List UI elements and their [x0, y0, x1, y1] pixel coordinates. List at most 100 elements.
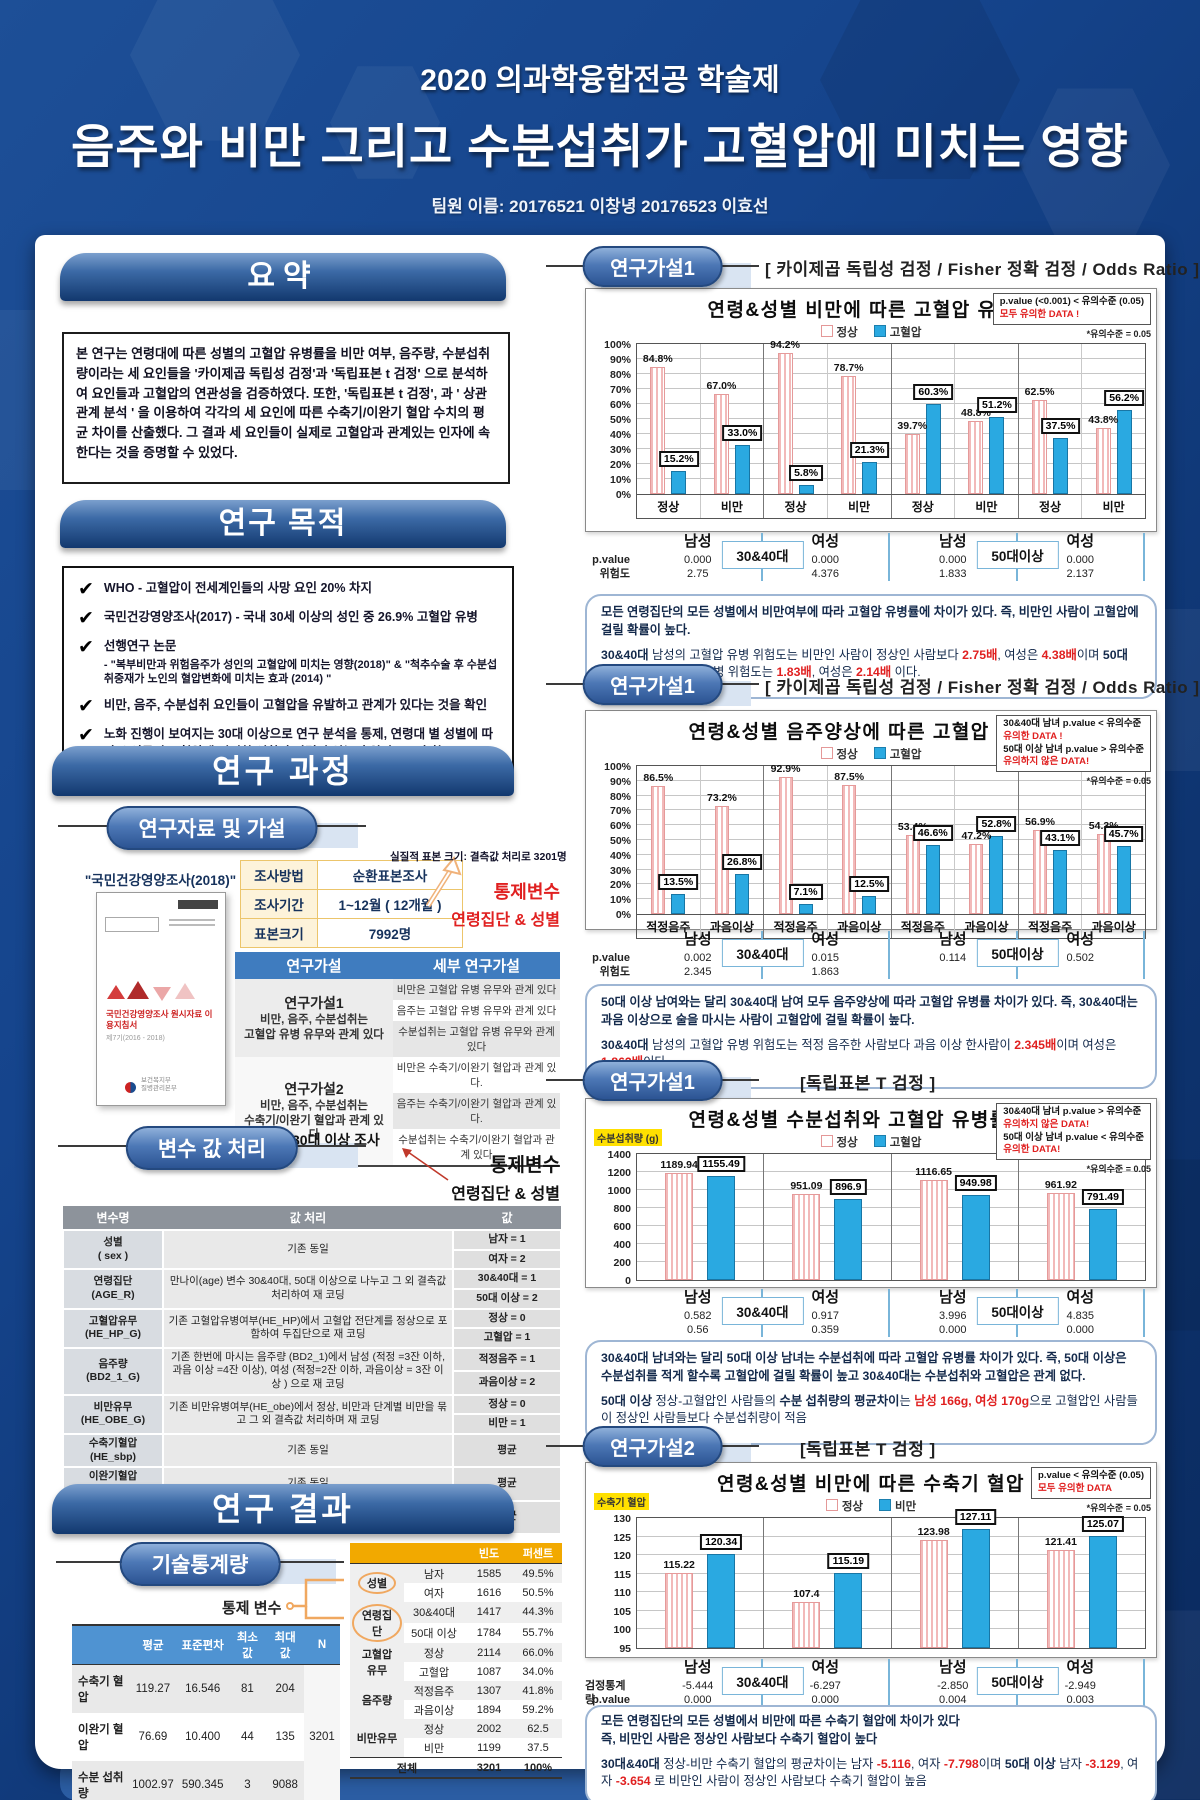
- control-variable-connector: [286, 1578, 344, 1620]
- freq-sub-label: 비만: [423, 1742, 445, 1755]
- bar-condition: [834, 1199, 863, 1280]
- chart-stats-block: p.value 위험도 남성 0.002 2.345 여성 0.015 1.863 남성 0.11…: [585, 931, 1155, 979]
- bar-normal: [792, 1194, 821, 1280]
- freq-group-label: 음주량: [350, 1681, 404, 1719]
- freq-row: 비만유무 정상 2002 62.5: [350, 1719, 562, 1758]
- bar-label-condition: 26.8%: [722, 854, 762, 871]
- category-group: 정상 비만: [1017, 495, 1145, 518]
- freq-sub-label: 30&40대: [404, 1602, 464, 1623]
- freq-value: 59.2%: [522, 1703, 554, 1716]
- bar-condition: [925, 403, 941, 494]
- freq-total-count: 3201: [464, 1757, 514, 1778]
- hypo-row: 수분섭취는 고혈압 유병 유무와 관계 있다: [235, 1021, 560, 1057]
- hypo-row: 연구가설2 비만, 음주, 수분섭취는 수축기/이완기 혈압과 관계 있다 비만은 …: [235, 1057, 560, 1166]
- freq-sub-label: 정상: [404, 1643, 464, 1662]
- stat-value: 2.137: [1066, 568, 1095, 580]
- cover-meta-box: [105, 917, 159, 932]
- freq-group-circled: 연령집단: [352, 1603, 402, 1642]
- stat-group: 남성 -5.444 0.000: [635, 1659, 761, 1707]
- chart-note-line: 50대 이상 남녀 p.value < 유의수준: [1003, 1131, 1144, 1143]
- var-name: 성별 ( sex ): [62, 1228, 164, 1271]
- purpose-item: ✔ 비만, 음주, 수분섭취 요인들이 고혈압을 유발하고 관계가 있다는 것을 …: [78, 697, 498, 716]
- bar-label-condition: 125.07: [1081, 1516, 1124, 1533]
- conclusion-text: 2.75배: [962, 647, 998, 662]
- purpose-item: ✔ WHO - 고혈압이 전세계인들의 사망 요인 20% 차지: [78, 580, 498, 599]
- bar-label-normal: 43.8%: [1088, 414, 1119, 427]
- plot-group: 86.5% 13.5% 73.2% 26.8%: [637, 766, 763, 914]
- var-processing: 기존 비만유병여부(HE_obe)에서 정상, 비만과 단계별 비만을 묶고 그…: [162, 1393, 454, 1436]
- var-row: 비만 = 1: [63, 1413, 562, 1436]
- bar-pair-cell: 121.41 125.07: [1019, 1516, 1145, 1648]
- chart-title: 연령&성별 비만에 따른 수축기 혈압: [716, 1474, 1026, 1495]
- stat-value: 1.833: [938, 568, 967, 580]
- bar-pair-cell: 39.7% 60.3%: [892, 344, 955, 494]
- frequency-table: 빈도 퍼센트 성별 남자 1585 49.5% 여자 1616 50.5% 연령집단 30&40대 1…: [350, 1543, 562, 1779]
- bar-label-condition: 120.34: [700, 1533, 743, 1550]
- freq-value: 1784: [476, 1626, 502, 1639]
- conclusion-text: 수분 섭취량의 평균차이: [779, 1393, 900, 1408]
- stat-group: 남성 3.996 0.000: [888, 1289, 1016, 1337]
- y-tick-label: 95: [619, 1643, 631, 1655]
- significance-footnote: *유의수준 = 0.05: [1086, 1164, 1151, 1175]
- freq-row: 비만 1199 37.5: [350, 1738, 562, 1758]
- bar-label-normal: 78.7%: [833, 361, 864, 374]
- y-tick-label: 30%: [609, 444, 631, 456]
- var-header-cell: 변수명: [63, 1206, 163, 1230]
- var-name: 수축기혈압(HE_sbp): [62, 1433, 164, 1469]
- plot-group: 53.4%46.6%47.2%52.8%: [890, 766, 1018, 914]
- y-tick-label: 105: [613, 1605, 631, 1618]
- y-tick-label: 50%: [609, 835, 631, 847]
- y-tick-label: 120: [613, 1550, 631, 1563]
- sample-size-note: 실질적 표본 크기: 결측값 처리로 3201명: [390, 851, 567, 863]
- bar-normal: [777, 352, 793, 494]
- hypo-title-cell: 연구가설1 비만, 음주, 수분섭취는 고혈압 유병 유무와 관계 있다: [235, 979, 393, 1057]
- conclusion-text: 50대 이상 남여와는 달리 30&40대 남여 모두 음주양상에 따라 고혈압…: [601, 995, 1138, 1027]
- bar-pair-cell: 951.09 896.9: [764, 1154, 890, 1280]
- var-row: 수축기혈압(HE_sbp) 기존 동일 평균: [62, 1433, 562, 1469]
- conclusion-paragraph: 모든 연령집단의 모든 성별에서 비만여부에 따라 고혈압 유병률에 차이가 있…: [601, 604, 1141, 640]
- var-processing: 만나이(age) 변수 30&40대, 50대 이상으로 나누고 그 외 결측값…: [162, 1268, 454, 1310]
- y-tick-label: 90%: [609, 354, 631, 366]
- conclusion-paragraph: 50대 이상 정상-고혈압인 사람들의 수분 섭취량의 평균차이는 남성 166…: [601, 1393, 1141, 1429]
- chart-legend: 정상 고혈압: [586, 1134, 1156, 1150]
- survey-info-table: 조사방법 순환표본조사 조사기간 1~12월 ( 12개월 ) 표본크기 7992명: [240, 860, 463, 948]
- chart-note-box: p.value < 유의수준 (0.05) 모두 유의한 DATA: [1031, 1467, 1151, 1499]
- bar-pair-cell: 78.7% 21.3%: [826, 344, 891, 494]
- bar-label-normal: 92.9%: [770, 762, 801, 775]
- category-label: 과음이상: [826, 915, 891, 938]
- hypo-desc: 비만, 음주, 수분섭취는 고혈압 유병 유무와 관계 있다: [244, 1014, 384, 1041]
- freq-header-row: 빈도 퍼센트: [350, 1543, 562, 1564]
- purpose-item-text: 비만, 음주, 수분섭취 요인들이 고혈압을 유발하고 관계가 있다는 것을 확…: [104, 697, 487, 716]
- control-variable-value-red: 연령집단 & 성별: [451, 912, 560, 929]
- var-name: 연령집단 (AGE_R): [62, 1268, 164, 1310]
- purpose-item-sub: - "복부비만과 위험음주가 성인의 고혈압에 미치는 영향(2018)" & …: [103, 658, 498, 686]
- freq-group-label: 연령집단: [350, 1602, 404, 1643]
- bar-label-normal: 84.8%: [642, 352, 673, 365]
- freq-row: 음주량 적정음주 1307 41.8%: [350, 1681, 562, 1719]
- plot-area: 84.8% 15.2% 67.0% 33.0% 94.2% 5.8% 78.7% 21.3% 3…: [636, 339, 1146, 495]
- purpose-item-text: WHO - 고혈압이 전세계인들의 사망 요인 20% 차지: [104, 580, 372, 599]
- legend-swatch-normal: [825, 1499, 838, 1511]
- category-label: 정상: [657, 500, 680, 514]
- var-value: 30&40대 = 1: [452, 1268, 562, 1290]
- chart-title: 연령&성별 수분섭취와 고혈압 유병률 관계: [688, 1110, 1054, 1131]
- chart-note-line: 30&40대 남녀 p.value < 유의수준: [1003, 718, 1142, 729]
- freq-value: 1616: [476, 1586, 502, 1599]
- bar-condition: [798, 485, 814, 494]
- cover-triangle: [107, 985, 125, 999]
- bar-label-condition: 60.3%: [913, 383, 954, 400]
- gender-label: 남성: [683, 533, 712, 550]
- survey-key: 표본크기: [240, 918, 318, 948]
- chart-conclusion-box: 30&40대 남녀와는 달리 50대 이상 남녀는 수분섭취에 따라 고혈압 유…: [585, 1340, 1157, 1446]
- legend-item: 정상: [820, 324, 858, 340]
- bar-normal: [1095, 428, 1111, 494]
- stat-value: 2.75: [687, 568, 709, 580]
- freq-total-label: 전체: [350, 1757, 464, 1778]
- y-tick-label: 80%: [609, 790, 631, 803]
- purpose-item-main: 국민건강영양조사(2017) - 국내 30세 이상의 성인 중 26.9% 고…: [103, 610, 478, 624]
- chart-conclusion-box: 모든 연령집단의 모든 성별에서 비만에 따른 수축기 혈압에 차이가 있다 즉…: [585, 1705, 1157, 1800]
- plot-group: 123.98 127.11: [890, 1508, 1018, 1648]
- freq-row: 연령집단 30&40대 1417 44.3%: [350, 1602, 562, 1643]
- stat-row-label: p.value: [592, 1694, 630, 1706]
- bar-condition: [707, 1553, 736, 1648]
